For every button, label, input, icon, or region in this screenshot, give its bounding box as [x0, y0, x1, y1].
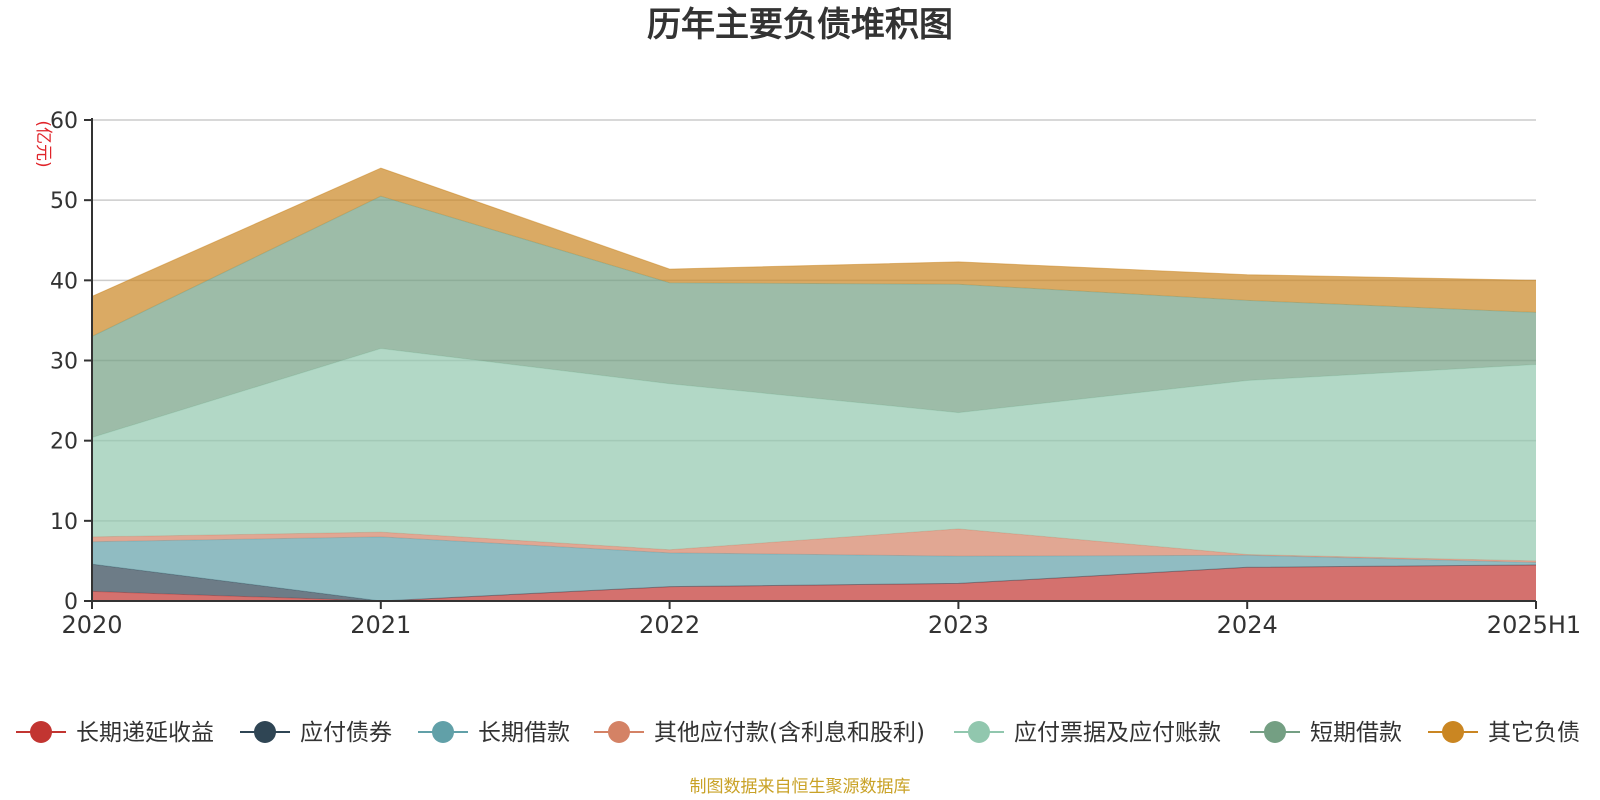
- legend-label: 应付债券: [300, 720, 392, 746]
- legend-marker-icon: [30, 721, 52, 743]
- y-tick-label: 30: [50, 350, 78, 375]
- legend-item-5[interactable]: 应付票据及应付账款: [954, 720, 1221, 746]
- legend-marker-icon: [1264, 721, 1286, 743]
- legend-label: 其他应付款(含利息和股利): [654, 720, 925, 746]
- area-series-4: [92, 528, 1536, 563]
- legend-label: 应付票据及应付账款: [1014, 720, 1221, 746]
- area-series-3: [92, 536, 1536, 601]
- y-tick-label: 50: [50, 189, 78, 214]
- y-tick-label: 10: [50, 510, 78, 535]
- y-tick-label: 0: [64, 590, 78, 615]
- legend-marker-icon: [1442, 721, 1464, 743]
- area-series-1: [92, 564, 1536, 601]
- y-axis-unit: (亿元): [33, 120, 53, 167]
- legend-item-6[interactable]: 短期借款: [1250, 720, 1402, 746]
- y-tick-label: 40: [50, 269, 78, 294]
- x-tick-label: 2024: [1217, 611, 1278, 639]
- chart-title: 历年主要负债堆积图: [647, 5, 953, 45]
- legend-marker-icon: [432, 721, 454, 743]
- plot-area: [91, 167, 1537, 602]
- legend-label: 短期借款: [1310, 720, 1402, 746]
- area-edge-7: [91, 167, 1537, 297]
- area-series-7: [92, 168, 1536, 337]
- legend-marker-icon: [254, 721, 276, 743]
- legend-label: 其它负债: [1488, 720, 1580, 746]
- x-tick-label: 2025H1: [1487, 611, 1581, 639]
- x-tick-label: 2023: [928, 611, 989, 639]
- x-tick-label: 2021: [350, 611, 411, 639]
- y-tick-label: 20: [50, 430, 78, 455]
- axes: 0 10 20 30 40 50 60 2020 2021 2022 2023 2024 2025H1: [50, 109, 1581, 639]
- legend-marker-icon: [608, 721, 630, 743]
- data-source-note: 制图数据来自恒生聚源数据库: [690, 777, 911, 797]
- y-tick-label: 60: [50, 109, 78, 134]
- legend-item-4[interactable]: 其他应付款(含利息和股利): [594, 720, 925, 746]
- legend[interactable]: 长期递延收益 应付债券 长期借款 其他应付款(含利息和股利) 应付票据及应付账款 短期借款…: [16, 720, 1580, 746]
- legend-label: 长期借款: [478, 720, 570, 746]
- x-tick-label: 2022: [639, 611, 700, 639]
- legend-item-3[interactable]: 长期借款: [418, 720, 570, 746]
- legend-item-2[interactable]: 应付债券: [240, 720, 392, 746]
- legend-item-1[interactable]: 长期递延收益: [16, 720, 214, 746]
- legend-item-7[interactable]: 其它负债: [1428, 720, 1580, 746]
- legend-marker-icon: [968, 721, 990, 743]
- area-series-5: [92, 348, 1536, 561]
- x-tick-label: 2020: [61, 611, 122, 639]
- legend-label: 长期递延收益: [76, 720, 214, 746]
- area-series-6: [92, 196, 1536, 438]
